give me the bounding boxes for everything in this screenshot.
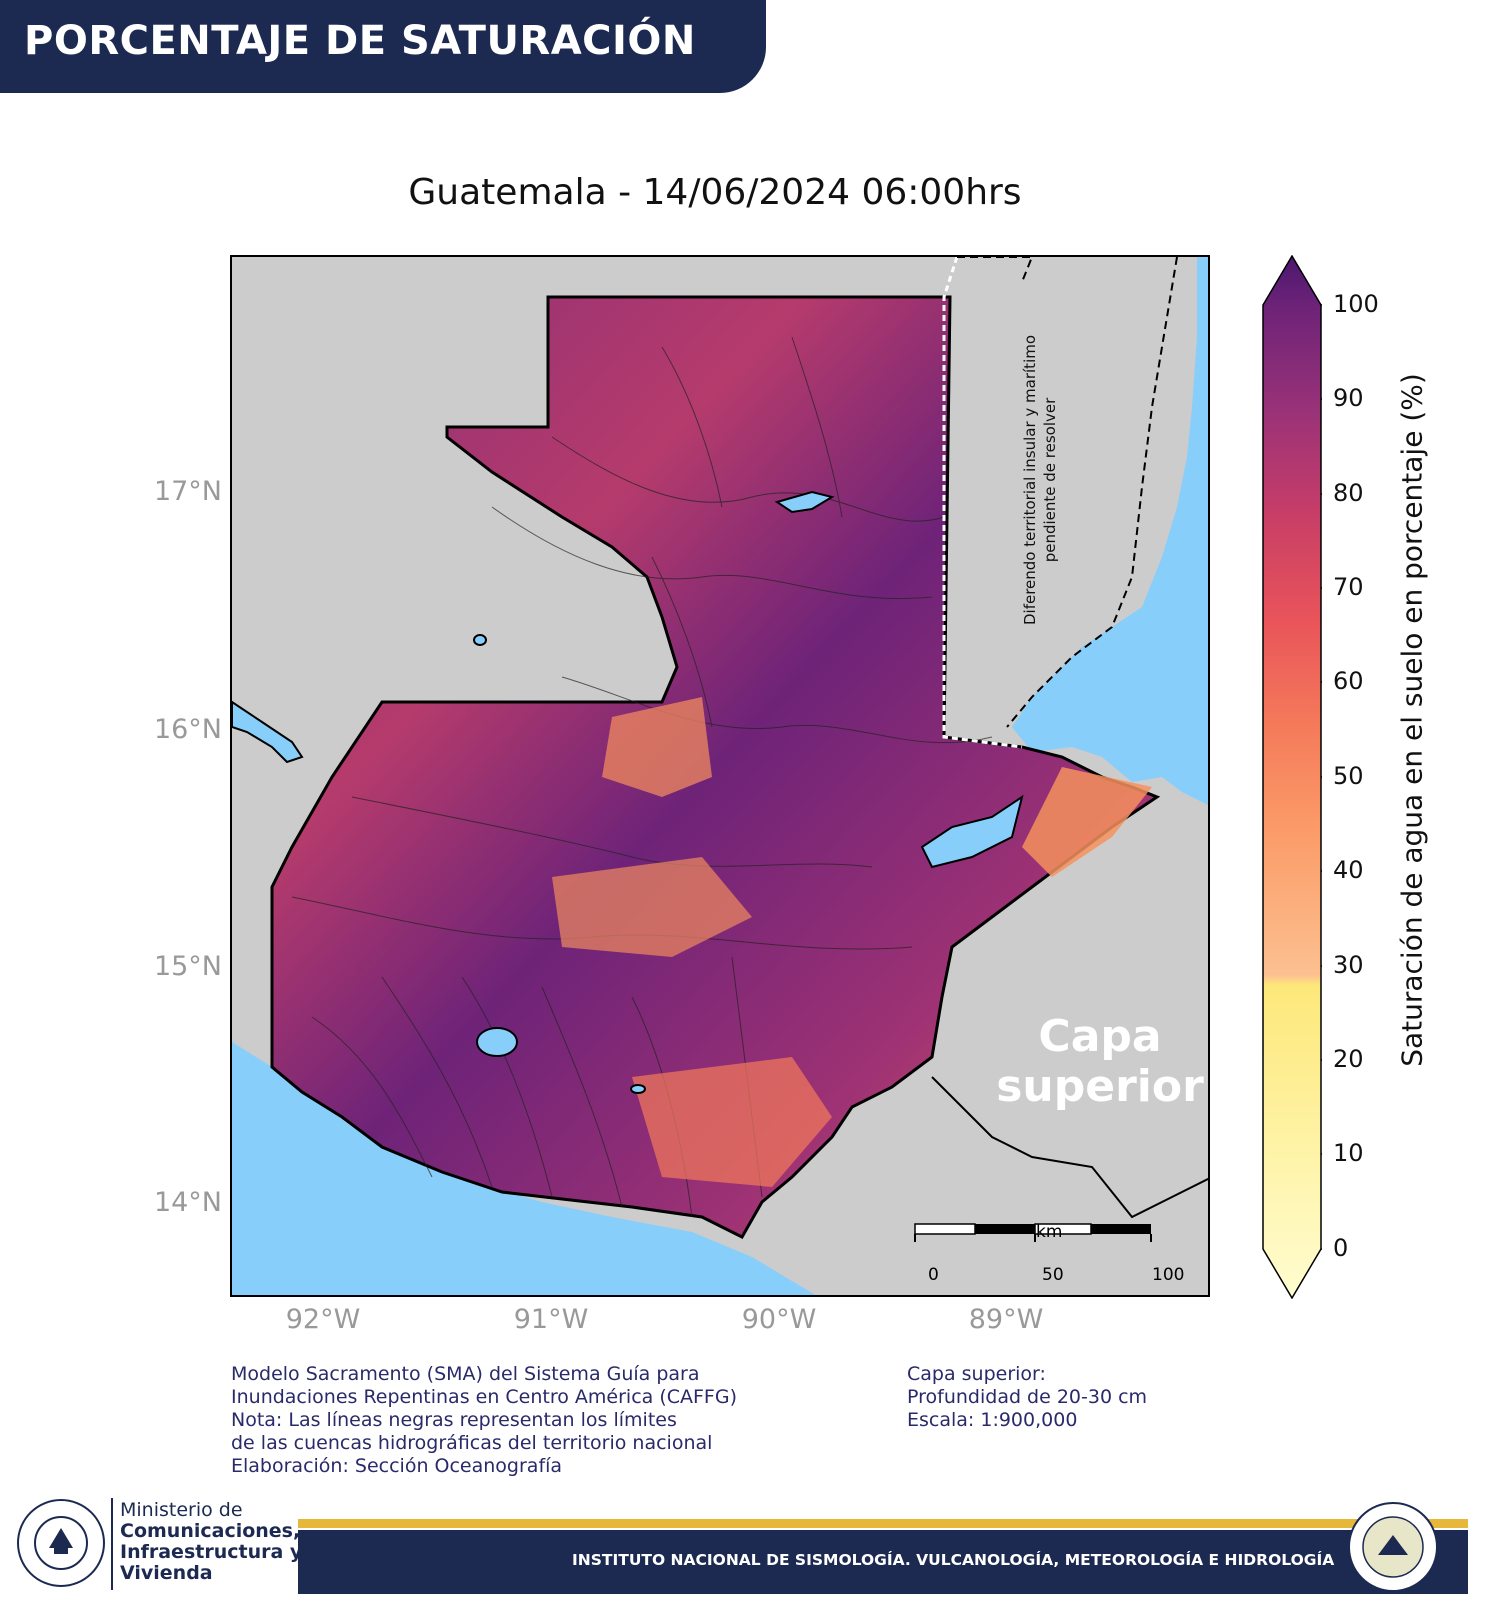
colorbar-tick-40: 40 xyxy=(1333,856,1364,884)
lat-label-16: 16°N xyxy=(153,714,222,745)
lake-left xyxy=(232,700,304,764)
lake-izabal xyxy=(920,794,1024,869)
belize-coast-border xyxy=(957,257,1178,728)
lat-label-17: 17°N xyxy=(153,476,222,507)
scale-bar xyxy=(914,1223,1152,1242)
lat-label-15: 15°N xyxy=(153,951,222,982)
light-region xyxy=(552,857,752,957)
lake-small xyxy=(473,634,487,646)
scale-label-100: 100 xyxy=(1152,1265,1185,1285)
map-svg xyxy=(232,257,1208,1295)
guatemala-territory xyxy=(270,295,1161,1239)
lat-label-14: 14°N xyxy=(153,1187,222,1218)
colorbar-body xyxy=(1262,254,1322,1300)
ministry-line1: Ministerio de xyxy=(120,1499,243,1521)
scale-label-50: 50 xyxy=(1042,1265,1064,1285)
model-notes: Modelo Sacramento (SMA) del Sistema Guía… xyxy=(231,1363,737,1478)
ministry-line4: Vivienda xyxy=(120,1562,213,1584)
insivumeh-logo xyxy=(1348,1502,1438,1592)
dispute-line2: pendiente de resolver xyxy=(1041,397,1059,563)
colorbar-tick-90: 90 xyxy=(1333,384,1364,412)
note-line: Inundaciones Repentinas en Centro Améric… xyxy=(231,1386,737,1408)
institute-name: INSTITUTO NACIONAL DE SISMOLOGÍA. VULCAN… xyxy=(572,1551,1335,1569)
lon-label-90: 90°W xyxy=(741,1304,817,1335)
footer-bar xyxy=(298,1530,1468,1594)
header-band xyxy=(0,0,766,93)
colorbar-tick-10: 10 xyxy=(1333,1139,1364,1167)
colorbar-tick-50: 50 xyxy=(1333,762,1364,790)
lon-label-92: 92°W xyxy=(285,1304,361,1335)
belize-dashed-border xyxy=(942,257,1023,749)
footer-accent-bar xyxy=(298,1519,1468,1528)
colorbar-svg xyxy=(1262,254,1328,1300)
note-line: Nota: Las líneas negras representan los … xyxy=(231,1409,677,1431)
lon-label-89: 89°W xyxy=(968,1304,1044,1335)
layer-label: Capa superior xyxy=(990,1012,1210,1112)
honduras-border xyxy=(931,1076,1208,1219)
dispute-annotation: Diferendo territorial insular y marítimo… xyxy=(1020,335,1060,625)
colorbar-tick-0: 0 xyxy=(1333,1234,1349,1262)
colorbar-label: Saturación de agua en el suelo en porcen… xyxy=(1395,373,1429,1067)
lake-atitlan xyxy=(476,1027,518,1057)
colorbar-tick-70: 70 xyxy=(1333,573,1364,601)
lake-peten-itza xyxy=(774,490,835,514)
colorbar-tick-30: 30 xyxy=(1333,951,1364,979)
colorbar-tick-20: 20 xyxy=(1333,1045,1364,1073)
note-line: Profundidad de 20-30 cm xyxy=(907,1386,1148,1408)
note-line: Capa superior: xyxy=(907,1363,1046,1385)
note-line: Modelo Sacramento (SMA) del Sistema Guía… xyxy=(231,1363,700,1385)
page-title: PORCENTAJE DE SATURACIÓN xyxy=(24,18,696,64)
map-frame xyxy=(230,255,1210,1297)
light-region xyxy=(1022,767,1152,877)
layer-label-line2: superior xyxy=(996,1061,1204,1112)
scale-label-0: 0 xyxy=(928,1265,939,1285)
note-line: de las cuencas hidrográficas del territo… xyxy=(231,1432,713,1454)
ministry-line2: Comunicaciones, xyxy=(120,1520,301,1542)
ministry-divider xyxy=(111,1498,113,1590)
light-region xyxy=(602,697,712,797)
colorbar-tick-100: 100 xyxy=(1333,290,1379,318)
note-line: Escala: 1:900,000 xyxy=(907,1409,1078,1431)
ministry-line3: Infraestructura y xyxy=(120,1541,303,1563)
light-region xyxy=(632,1057,832,1187)
layer-label-line1: Capa xyxy=(1038,1011,1162,1062)
note-line: Elaboración: Sección Oceanografía xyxy=(231,1455,563,1477)
government-seal-logo xyxy=(17,1499,105,1587)
colorbar-tick-80: 80 xyxy=(1333,479,1364,507)
dispute-line1: Diferendo territorial insular y marítimo xyxy=(1021,334,1039,626)
scale-unit: km xyxy=(1036,1222,1063,1242)
layer-notes: Capa superior: Profundidad de 20-30 cm E… xyxy=(907,1363,1147,1432)
lake-amatitlan xyxy=(630,1084,646,1094)
ministry-name: Ministerio de Comunicaciones, Infraestru… xyxy=(120,1500,302,1584)
pacific-ocean xyxy=(232,1042,816,1295)
colorbar-tick-60: 60 xyxy=(1333,667,1364,695)
lon-label-91: 91°W xyxy=(513,1304,589,1335)
colorbar xyxy=(1262,254,1328,1300)
map-title: Guatemala - 14/06/2024 06:00hrs xyxy=(408,172,1022,213)
